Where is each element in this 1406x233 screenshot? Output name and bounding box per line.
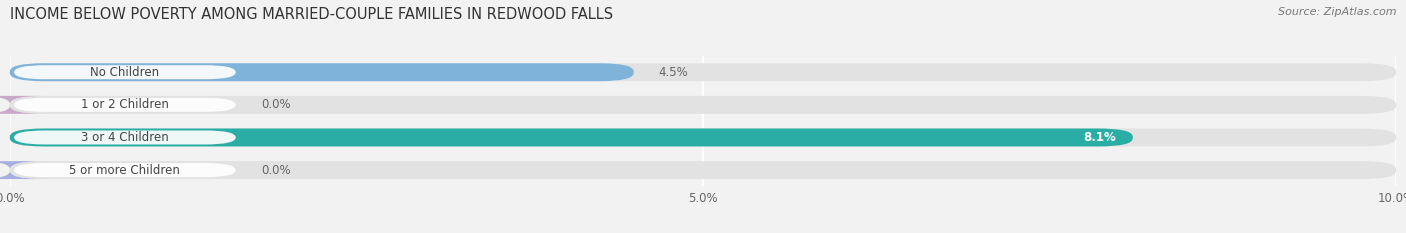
FancyBboxPatch shape xyxy=(10,161,1396,179)
Text: 3 or 4 Children: 3 or 4 Children xyxy=(82,131,169,144)
FancyBboxPatch shape xyxy=(10,129,1396,147)
Text: 1 or 2 Children: 1 or 2 Children xyxy=(82,98,169,111)
FancyBboxPatch shape xyxy=(14,163,236,177)
FancyBboxPatch shape xyxy=(14,65,236,79)
FancyBboxPatch shape xyxy=(10,129,1133,147)
FancyBboxPatch shape xyxy=(10,63,634,81)
FancyBboxPatch shape xyxy=(0,161,45,179)
FancyBboxPatch shape xyxy=(14,130,236,144)
Text: Source: ZipAtlas.com: Source: ZipAtlas.com xyxy=(1278,7,1396,17)
FancyBboxPatch shape xyxy=(10,96,1396,114)
Text: 0.0%: 0.0% xyxy=(260,164,291,177)
FancyBboxPatch shape xyxy=(0,96,45,114)
Text: 5 or more Children: 5 or more Children xyxy=(69,164,180,177)
FancyBboxPatch shape xyxy=(14,98,236,112)
Text: 0.0%: 0.0% xyxy=(260,98,291,111)
Text: INCOME BELOW POVERTY AMONG MARRIED-COUPLE FAMILIES IN REDWOOD FALLS: INCOME BELOW POVERTY AMONG MARRIED-COUPL… xyxy=(10,7,613,22)
Text: No Children: No Children xyxy=(90,66,159,79)
Text: 4.5%: 4.5% xyxy=(658,66,689,79)
FancyBboxPatch shape xyxy=(10,63,1396,81)
Text: 8.1%: 8.1% xyxy=(1084,131,1116,144)
